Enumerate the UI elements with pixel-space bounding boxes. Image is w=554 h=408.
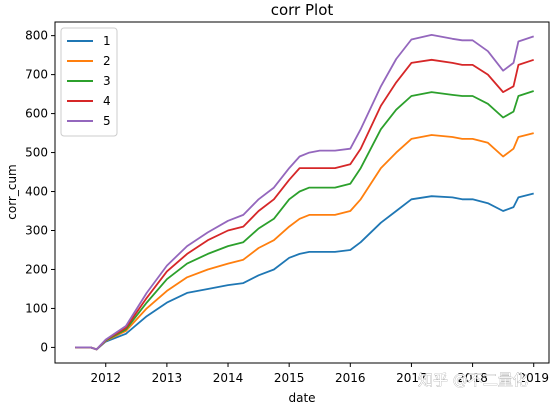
series-line-2 (75, 132, 534, 351)
x-tick-label: 2015 (274, 371, 305, 385)
watermark: 知乎 @不二量化 (418, 371, 528, 389)
y-tick-label: 400 (25, 185, 48, 199)
x-tick-label: 2019 (518, 371, 549, 385)
y-axis: 0 100 200 300 400 500 600 700 800 (25, 29, 55, 354)
legend-label-2: 2 (103, 54, 111, 68)
x-tick-label: 2012 (90, 371, 121, 385)
y-tick-label: 800 (25, 29, 48, 43)
y-tick-label: 100 (25, 301, 48, 315)
y-tick-label: 300 (25, 223, 48, 237)
legend-label-1: 1 (103, 34, 111, 48)
y-tick-label: 700 (25, 68, 48, 82)
y-tick-label: 0 (40, 340, 48, 354)
y-tick-label: 600 (25, 107, 48, 121)
x-tick-label: 2017 (396, 371, 427, 385)
chart-title: corr Plot (271, 1, 334, 19)
series-line-4 (75, 58, 534, 351)
y-tick-label: 500 (25, 146, 48, 160)
series-line-5 (75, 34, 534, 351)
x-tick-label: 2014 (213, 371, 244, 385)
legend: 1 2 3 4 5 (60, 27, 118, 137)
x-tick-label: 2013 (152, 371, 183, 385)
legend-label-5: 5 (103, 114, 111, 128)
x-axis-label: date (288, 391, 315, 405)
legend-label-3: 3 (103, 74, 111, 88)
y-tick-label: 200 (25, 262, 48, 276)
legend-label-4: 4 (103, 94, 111, 108)
series-line-3 (75, 90, 534, 351)
x-axis: 2012 2013 2014 2015 2016 2017 2018 2019 (90, 363, 549, 385)
series-line-1 (75, 192, 534, 351)
x-tick-label: 2016 (335, 371, 366, 385)
axes-frame (54, 21, 550, 364)
x-tick-label: 2018 (457, 371, 488, 385)
y-axis-label: corr_cum (5, 164, 19, 220)
plot-area (75, 34, 534, 351)
